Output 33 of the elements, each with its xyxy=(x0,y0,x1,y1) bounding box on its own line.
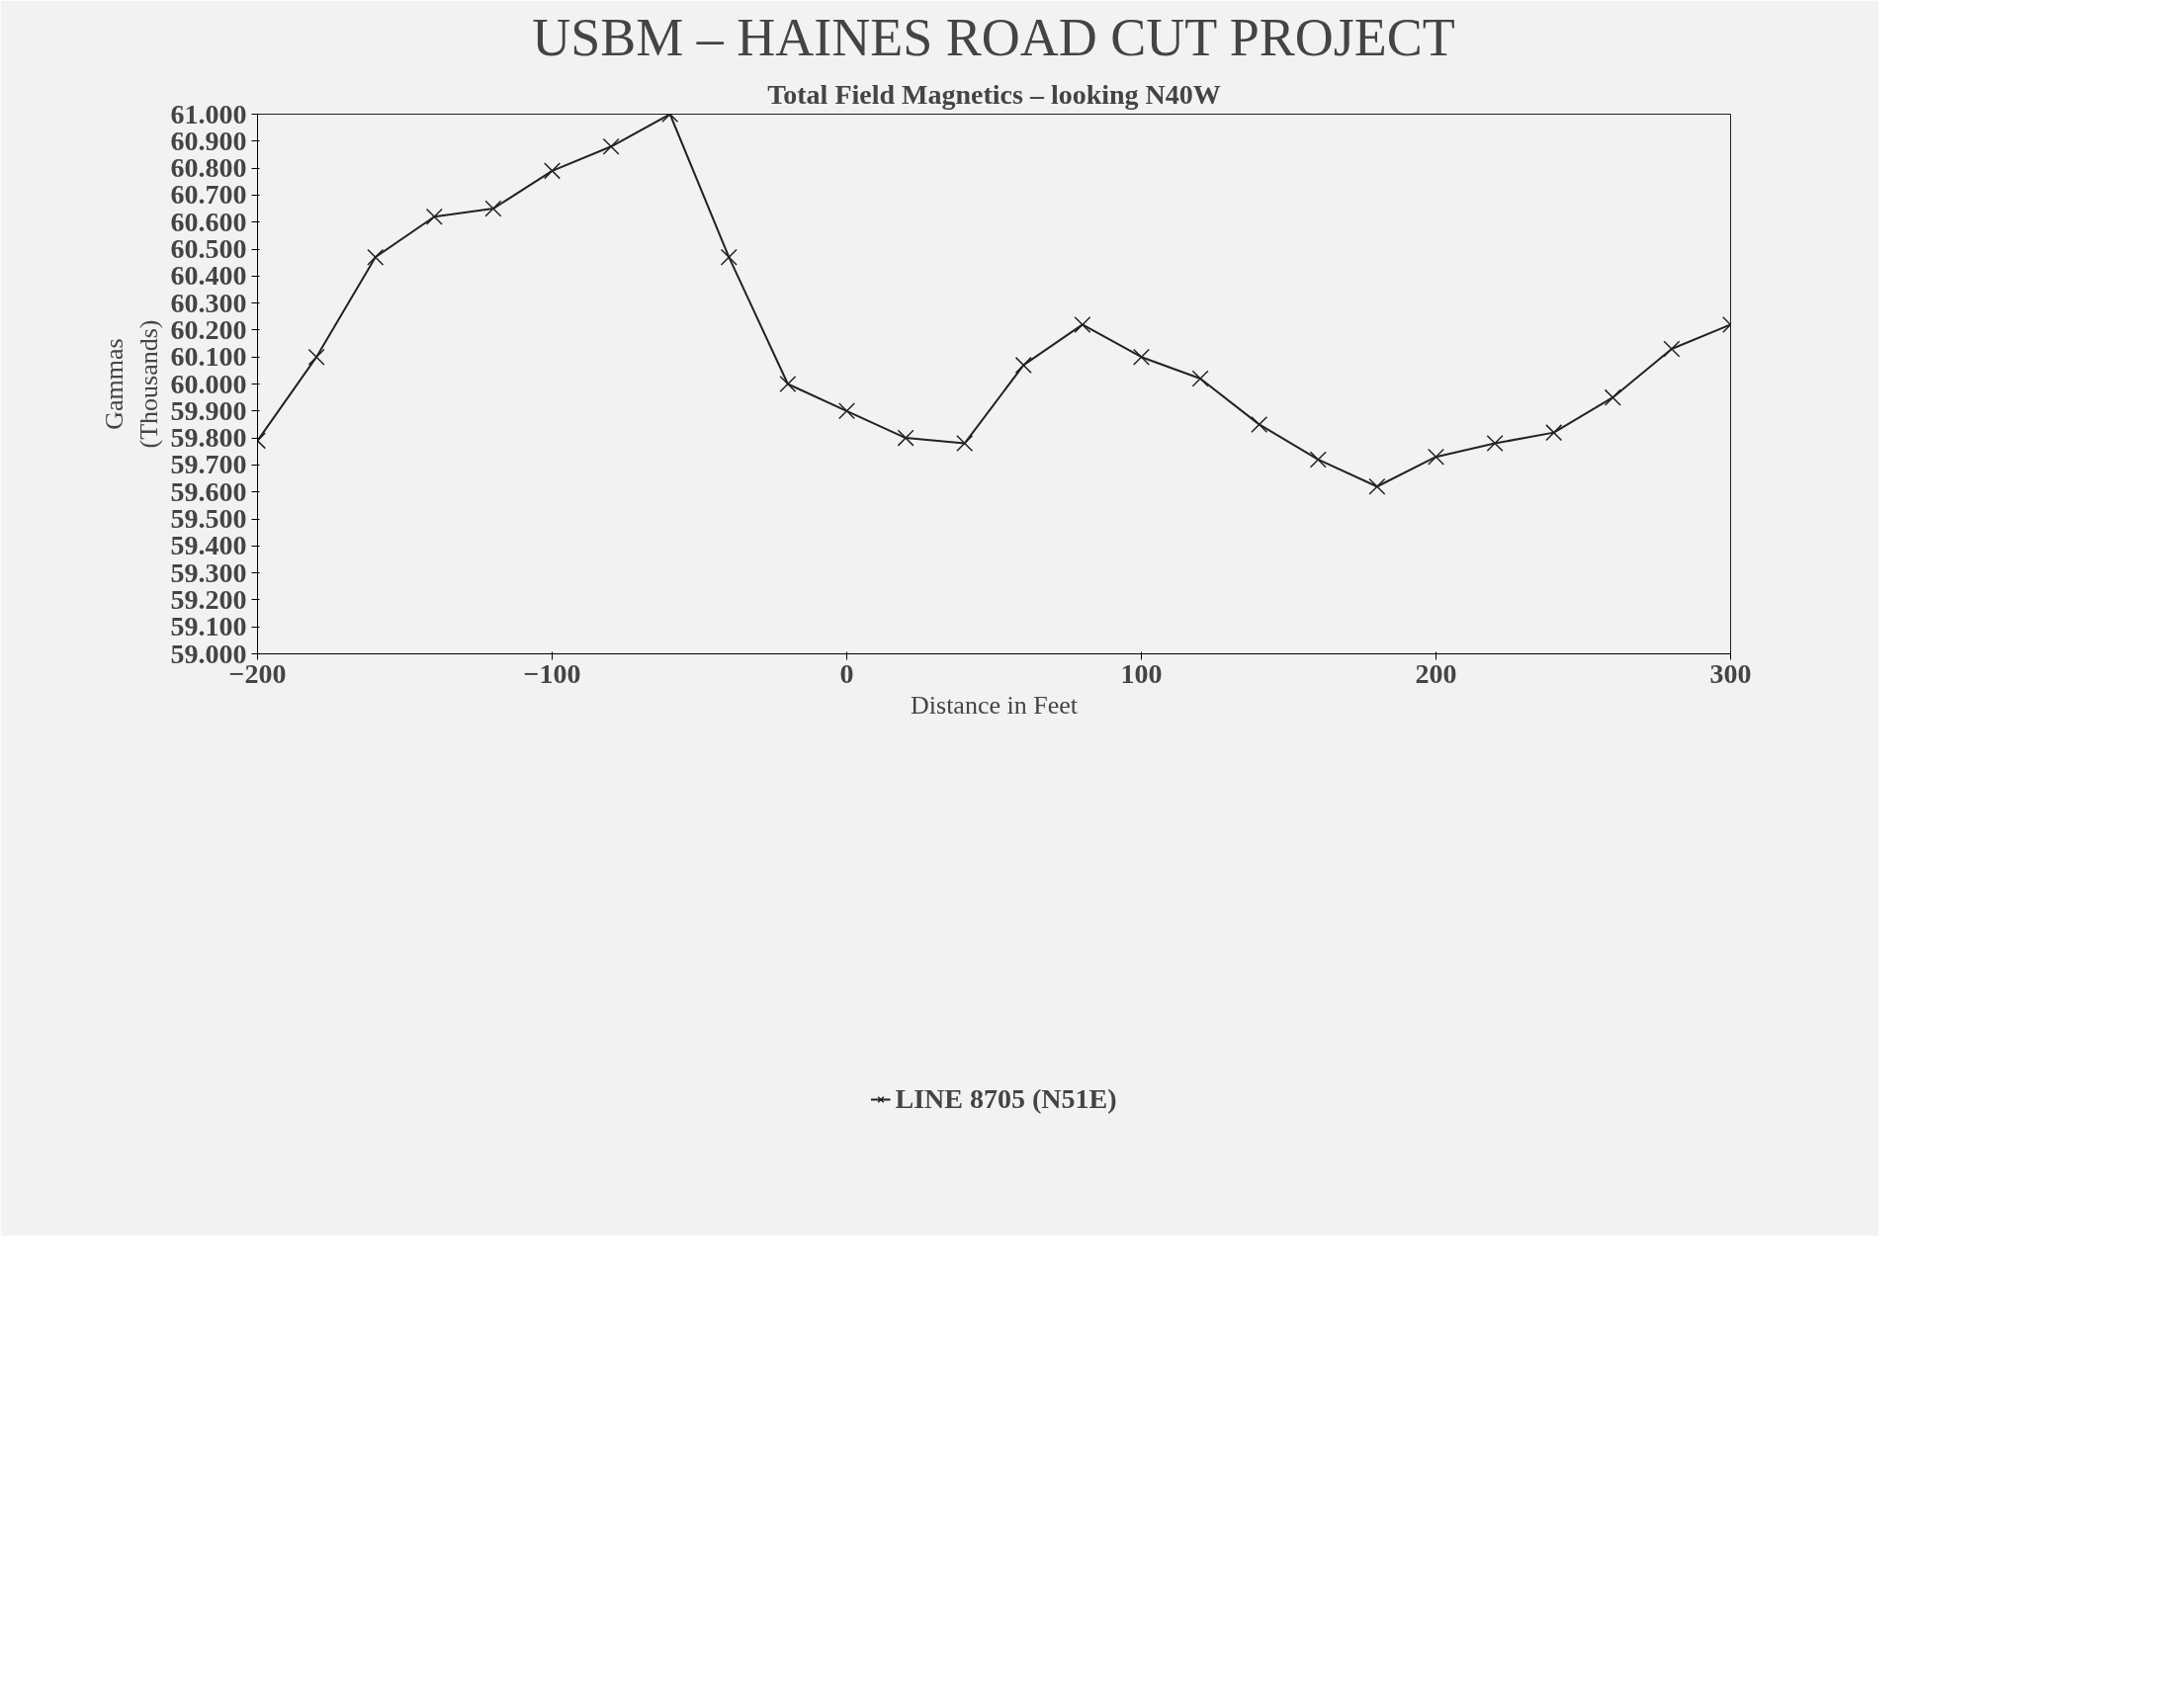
point xyxy=(1427,448,1445,466)
point xyxy=(1191,370,1209,387)
point xyxy=(307,348,325,366)
x-tick-label: 300 xyxy=(1709,657,1752,689)
point xyxy=(1014,356,1032,374)
chart-subtitle: Total Field Magnetics – looking N40W xyxy=(767,78,1221,110)
point xyxy=(484,200,502,217)
chart-title: USBM – HAINES ROAD CUT PROJECT xyxy=(532,7,1455,67)
point xyxy=(1251,415,1268,433)
y-axis-title: Gammas (Thousands) xyxy=(99,319,163,449)
x-tick-label: −100 xyxy=(523,657,581,689)
point xyxy=(602,137,620,155)
x-tick-label: 0 xyxy=(839,657,854,689)
point xyxy=(720,248,738,266)
point xyxy=(425,208,443,225)
point xyxy=(1074,315,1091,333)
point xyxy=(956,435,974,453)
legend-label: LINE 8705 (N51E) xyxy=(895,1083,1117,1115)
point xyxy=(1604,388,1621,406)
point xyxy=(1309,451,1327,469)
point xyxy=(1545,424,1563,442)
point xyxy=(367,248,385,266)
point xyxy=(1368,477,1386,495)
point xyxy=(543,162,562,180)
point xyxy=(897,429,914,447)
point xyxy=(779,375,797,393)
point xyxy=(1663,340,1681,358)
point xyxy=(1132,348,1151,366)
point xyxy=(1486,435,1504,453)
x-tick-label: 200 xyxy=(1415,657,1457,689)
x-axis-title: Distance in Feet xyxy=(911,690,1079,720)
x-tick-label: 100 xyxy=(1120,657,1163,689)
point xyxy=(837,402,856,420)
